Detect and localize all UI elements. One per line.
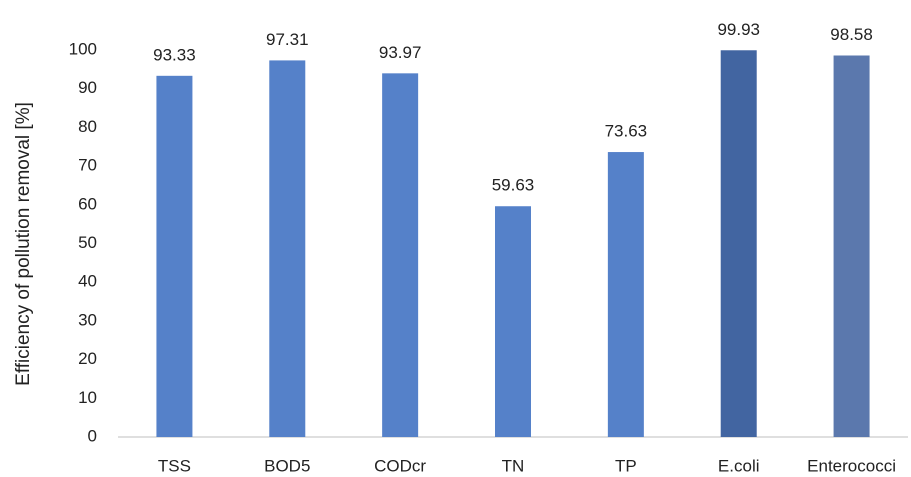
data-label: 99.93 xyxy=(717,20,760,39)
bar xyxy=(607,152,644,438)
bar xyxy=(495,206,531,437)
x-tick-label: E.coli xyxy=(718,456,760,475)
y-tick-label: 70 xyxy=(78,156,97,175)
data-label: 98.58 xyxy=(830,25,873,44)
x-tick-label: Enterococci xyxy=(807,456,896,475)
data-label: 59.63 xyxy=(492,176,535,195)
y-tick-label: 80 xyxy=(78,117,97,136)
bar xyxy=(720,50,757,437)
y-axis-label: Efficiency of pollution removal [%] xyxy=(13,102,34,386)
x-tick-label: TSS xyxy=(158,456,191,475)
data-label: 93.33 xyxy=(153,45,196,64)
y-tick-label: 60 xyxy=(78,194,97,213)
x-tick-label: CODcr xyxy=(374,456,426,475)
y-tick-label: 40 xyxy=(78,272,97,291)
y-tick-label: 30 xyxy=(78,310,97,329)
data-label: 97.31 xyxy=(266,30,309,49)
y-tick-label: 90 xyxy=(78,78,97,97)
x-tick-label: TN xyxy=(502,456,525,475)
y-tick-label: 50 xyxy=(78,233,97,252)
data-label: 73.63 xyxy=(605,122,648,141)
y-tick-label: 0 xyxy=(88,426,97,445)
bar xyxy=(833,55,870,438)
bar xyxy=(156,75,193,437)
y-tick-label: 10 xyxy=(78,388,97,407)
x-tick-label: TP xyxy=(615,456,637,475)
data-label: 93.97 xyxy=(379,43,422,62)
bar xyxy=(382,73,419,438)
x-tick-label: BOD5 xyxy=(264,456,310,475)
y-tick-label: 20 xyxy=(78,349,97,368)
y-tick-label: 100 xyxy=(69,39,97,58)
bar xyxy=(269,60,306,437)
